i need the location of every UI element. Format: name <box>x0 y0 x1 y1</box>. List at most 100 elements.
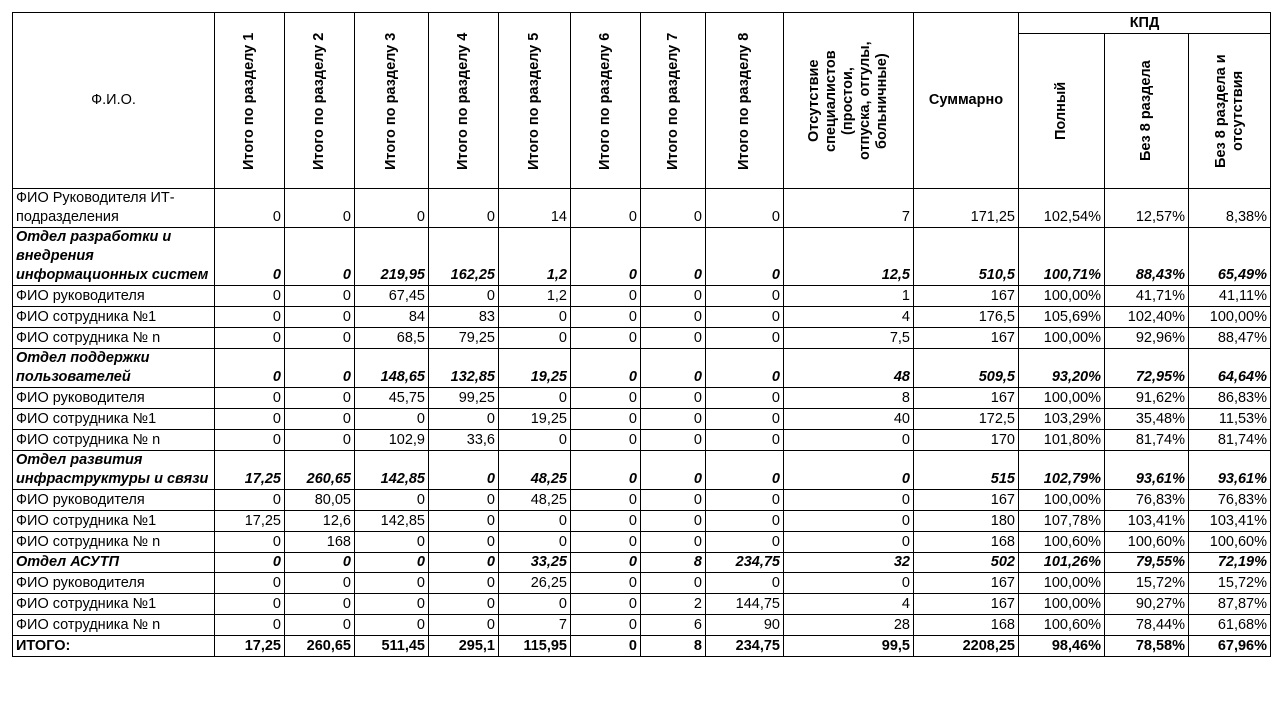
cell: 100,00% <box>1018 572 1105 594</box>
cell: 86,83% <box>1188 387 1271 409</box>
cell: 260,65 <box>284 635 355 657</box>
cell: 295,1 <box>428 635 499 657</box>
cell: 0 <box>214 408 285 430</box>
cell: 0 <box>705 408 784 430</box>
cell: 0 <box>705 489 784 511</box>
cell: 0 <box>498 387 571 409</box>
cell: 0 <box>640 348 706 388</box>
head-row: ФИО Руководителя ИТ-подразделения 0 0 0 0 14 0… <box>12 188 1271 228</box>
kpd-header: КПД <box>1018 12 1271 34</box>
cell: 0 <box>783 510 914 532</box>
section-header: Итого по разделу 8 <box>705 12 784 189</box>
cell: 15,72% <box>1188 572 1271 594</box>
cell: 100,60% <box>1188 531 1271 553</box>
section-header: Итого по разделу 6 <box>570 12 641 189</box>
cell: 93,61% <box>1104 450 1189 490</box>
cell: 511,45 <box>354 635 429 657</box>
row-name: ФИО руководителя <box>12 285 215 307</box>
employee-row: ФИО сотрудника №1 17,25 12,6 142,85 0 0 0 0 0 0 18… <box>12 510 1271 532</box>
cell: 102,40% <box>1104 306 1189 328</box>
cell: 17,25 <box>214 510 285 532</box>
cell: 1 <box>783 285 914 307</box>
cell: 0 <box>284 572 355 594</box>
cell: 41,11% <box>1188 285 1271 307</box>
department-row: Отдел АСУТП 0 0 0 0 33,25 0 8 234,75 32 502 101,26%… <box>12 552 1271 573</box>
cell: 83 <box>428 306 499 328</box>
cell: 0 <box>498 531 571 553</box>
cell: 167 <box>913 387 1019 409</box>
section-header-text: Итого по разделу 1 <box>241 31 257 170</box>
report-table: Ф.И.О. Итого по разделу 1 Итого по разде… <box>12 12 1271 657</box>
department-row: Отдел поддержки пользователей 0 0 148,65 132… <box>12 348 1271 388</box>
cell: 115,95 <box>498 635 571 657</box>
cell: 0 <box>640 387 706 409</box>
cell: 234,75 <box>705 552 784 573</box>
cell: 0 <box>354 552 429 573</box>
cell: 32 <box>783 552 914 573</box>
row-name: ФИО сотрудника № n <box>12 429 215 451</box>
cell: 0 <box>640 408 706 430</box>
kpd-column-header: Без 8 раздела и отсутствия <box>1188 33 1271 189</box>
cell: 0 <box>354 614 429 636</box>
cell: 0 <box>354 408 429 430</box>
cell: 0 <box>640 306 706 328</box>
cell: 100,00% <box>1018 327 1105 349</box>
cell: 0 <box>570 306 641 328</box>
cell: 8 <box>640 635 706 657</box>
cell: 0 <box>705 450 784 490</box>
section-header: Итого по разделу 3 <box>354 12 429 189</box>
cell: 0 <box>428 593 499 615</box>
cell: 0 <box>284 614 355 636</box>
cell: 105,69% <box>1018 306 1105 328</box>
row-name: ФИО руководителя <box>12 572 215 594</box>
cell: 100,60% <box>1018 531 1105 553</box>
cell: 41,71% <box>1104 285 1189 307</box>
cell: 98,46% <box>1018 635 1105 657</box>
section-header-text: Итого по разделу 3 <box>383 31 399 170</box>
cell: 172,5 <box>913 408 1019 430</box>
row-name: Отдел поддержки пользователей <box>12 348 215 388</box>
cell: 0 <box>570 635 641 657</box>
cell: 76,83% <box>1104 489 1189 511</box>
cell: 0 <box>214 593 285 615</box>
section-header-text: Итого по разделу 8 <box>736 31 752 170</box>
cell: 167 <box>913 593 1019 615</box>
cell: 0 <box>640 327 706 349</box>
cell: 48,25 <box>498 450 571 490</box>
cell: 0 <box>214 285 285 307</box>
cell: 99,5 <box>783 635 914 657</box>
row-name: ФИО Руководителя ИТ-подразделения <box>12 188 215 228</box>
cell: 0 <box>783 429 914 451</box>
cell: 100,71% <box>1018 227 1105 286</box>
employee-row: ФИО руководителя 0 0 67,45 0 1,2 0 0 0 1 167 100,00… <box>12 285 1271 307</box>
cell: 7 <box>783 188 914 228</box>
cell: 33,25 <box>498 552 571 573</box>
cell: 0 <box>705 306 784 328</box>
cell: 0 <box>354 593 429 615</box>
row-name: ИТОГО: <box>12 635 215 657</box>
cell: 48,25 <box>498 489 571 511</box>
cell: 144,75 <box>705 593 784 615</box>
cell: 162,25 <box>428 227 499 286</box>
absence-header-text: Отсутствие специалистов (простои, отпуск… <box>806 41 890 160</box>
cell: 48 <box>783 348 914 388</box>
cell: 0 <box>284 327 355 349</box>
cell: 76,83% <box>1188 489 1271 511</box>
kpd-column-text: Без 8 раздела и отсутствия <box>1212 54 1246 168</box>
cell: 168 <box>284 531 355 553</box>
cell: 502 <box>913 552 1019 573</box>
name-header: Ф.И.О. <box>12 12 215 189</box>
cell: 0 <box>570 348 641 388</box>
cell: 2208,25 <box>913 635 1019 657</box>
employee-row: ФИО сотрудника № n 0 168 0 0 0 0 0 0 0 168 100,60% 1… <box>12 531 1271 553</box>
cell: 510,5 <box>913 227 1019 286</box>
cell: 65,49% <box>1188 227 1271 286</box>
cell: 103,29% <box>1018 408 1105 430</box>
cell: 0 <box>640 489 706 511</box>
cell: 0 <box>284 408 355 430</box>
cell: 2 <box>640 593 706 615</box>
cell: 0 <box>640 450 706 490</box>
cell: 7 <box>498 614 571 636</box>
kpd-column-text: Без 8 раздела <box>1138 60 1154 162</box>
